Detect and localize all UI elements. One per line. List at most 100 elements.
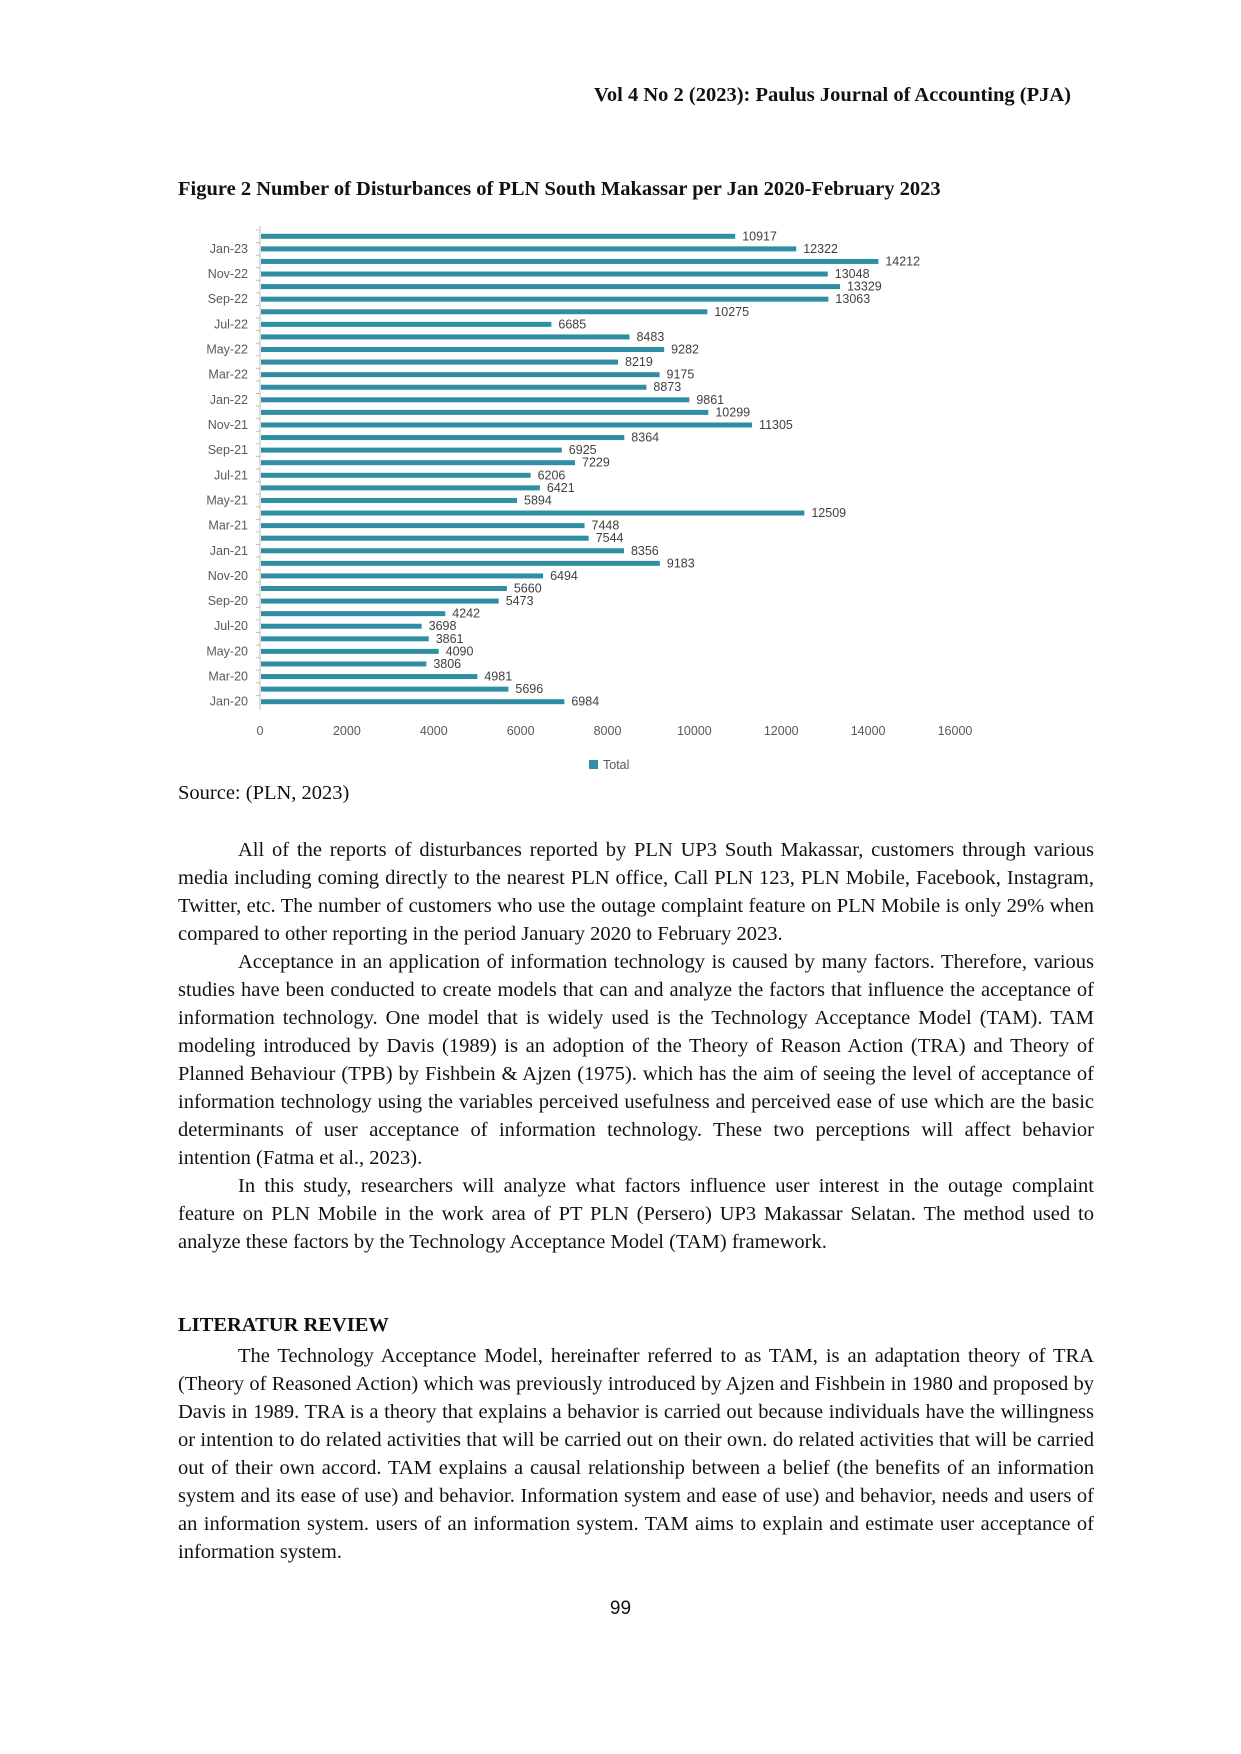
data-label: 5473 [506,594,534,608]
data-label: 5660 [514,582,542,596]
page-number: 99 [609,1598,632,1619]
data-label: 8873 [653,380,681,394]
x-tick-label: 6000 [507,724,535,738]
data-label: 4090 [446,644,474,658]
bar [261,472,531,478]
body-paragraphs-literature: The Technology Acceptance Model, hereina… [178,1342,1094,1566]
y-tick-label: Nov-22 [208,267,248,281]
data-label: 3698 [429,619,457,633]
x-tick-label: 0 [257,724,264,738]
bar [261,397,690,403]
bar [261,497,518,503]
x-tick-label: 4000 [420,724,448,738]
data-label: 7448 [592,519,620,533]
bar [261,586,507,591]
bar [261,435,625,441]
y-tick-label: Jul-20 [214,619,248,633]
data-label: 8219 [625,355,653,369]
bar [261,384,647,390]
data-label: 9175 [667,368,695,382]
data-label: 13063 [835,292,870,306]
data-label: 6925 [569,443,597,457]
data-label: 10917 [742,229,777,243]
bar [261,296,829,302]
data-label: 8483 [636,330,664,344]
y-tick-label: Mar-20 [208,670,248,684]
y-tick-label: Sep-22 [208,292,248,306]
bar [261,636,429,642]
bar [261,485,540,491]
bar [261,699,565,705]
bar [261,309,708,315]
y-tick-label: Nov-20 [208,569,248,583]
data-label: 9282 [671,343,699,357]
data-label: 12322 [803,242,838,256]
data-label: 5696 [515,682,543,696]
x-tick-label: 8000 [594,724,622,738]
bar [261,359,619,365]
data-label: 5894 [524,493,552,507]
y-tick-label: May-22 [206,343,248,357]
bar [261,648,439,654]
x-tick-label: 12000 [764,724,799,738]
y-tick-label: May-21 [206,493,248,507]
x-tick-label: 10000 [677,724,712,738]
data-label: 13329 [847,280,882,294]
bar [261,611,446,617]
y-tick-label: Jan-22 [210,393,248,407]
legend-label: Total [603,758,629,772]
bar [261,334,630,340]
data-label: 7229 [582,456,610,470]
data-label: 10299 [715,405,750,419]
bar [261,560,660,566]
bar [261,686,509,692]
y-tick-label: Sep-20 [208,594,248,608]
bar [261,422,753,428]
data-label: 6685 [558,317,586,331]
data-label: 4242 [452,607,480,621]
bar [261,523,585,529]
data-label: 14212 [885,254,920,268]
bar [261,284,840,290]
y-tick-label: Mar-22 [208,368,248,382]
data-label: 3861 [436,632,464,646]
bar [261,535,589,541]
data-label: 13048 [835,267,870,281]
bar [261,372,660,378]
paragraph: The Technology Acceptance Model, hereina… [178,1345,1094,1563]
bar [261,246,797,252]
bar [261,510,805,516]
data-label: 9183 [667,556,695,570]
bar [261,661,427,667]
paragraph: All of the reports of disturbances repor… [178,839,1094,945]
body-paragraphs-intro: All of the reports of disturbances repor… [178,836,1094,1256]
bar [261,674,478,680]
legend-swatch [589,760,598,769]
data-label: 8356 [631,544,659,558]
bar [261,347,665,352]
paragraph: In this study, researchers will analyze … [178,1175,1094,1253]
data-label: 10275 [714,305,749,319]
bar [261,548,624,554]
data-label: 6206 [538,468,566,482]
bar [261,447,562,453]
data-label: 6984 [571,695,599,709]
figure-source: Source: (PLN, 2023) [178,782,350,804]
data-label: 9861 [696,393,724,407]
data-label: 8364 [631,431,659,445]
bar [261,598,499,604]
bar [261,409,709,415]
bar [261,623,422,629]
data-label: 4981 [484,670,512,684]
y-tick-label: Jan-20 [210,695,248,709]
y-tick-label: Jul-21 [214,468,248,482]
figure-caption: Figure 2 Number of Disturbances of PLN S… [178,178,941,200]
data-label: 6421 [547,481,575,495]
y-tick-label: Jan-21 [210,544,248,558]
data-label: 3806 [433,657,461,671]
y-tick-label: May-20 [206,644,248,658]
data-label: 12509 [811,506,846,520]
bar [261,573,544,579]
data-label: 6494 [550,569,578,583]
